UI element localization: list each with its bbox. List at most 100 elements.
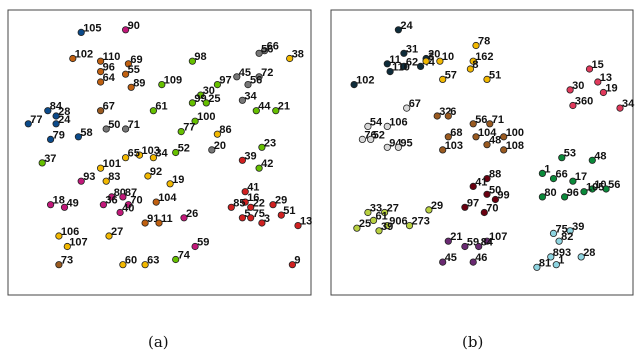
point-label-a-33: 20	[214, 140, 226, 152]
scatter-point-b-0	[394, 26, 402, 34]
point-label-b-51: 99	[497, 190, 509, 202]
point-label-b-65: 84	[481, 237, 494, 249]
point-label-b-20: 34	[622, 98, 635, 110]
scatter-point-a-33	[208, 146, 216, 154]
scatter-point-a-42	[166, 180, 174, 188]
point-label-b-67: 46	[475, 252, 487, 264]
point-label-a-4: 69	[130, 54, 142, 66]
point-label-a-6: 55	[128, 64, 140, 76]
scatter-point-a-75	[238, 214, 246, 222]
scatter-point-b-51	[491, 195, 499, 204]
point-label-b-16: 13	[600, 72, 612, 84]
point-label-b-48: 88	[489, 169, 501, 181]
scatter-point-a-49	[52, 112, 60, 120]
panel-b-points: 2431112062441101027831016285751151330193…	[350, 20, 635, 271]
point-label-b-6: 110	[392, 62, 410, 74]
point-label-a-42: 19	[172, 174, 184, 186]
scatter-point-a-31	[102, 125, 110, 133]
scatter-point-a-7	[97, 78, 105, 86]
caption-b: (b)	[462, 333, 484, 351]
scatter-point-b-24	[358, 135, 366, 143]
point-label-b-56: 29	[431, 200, 443, 212]
point-label-b-74: 1	[558, 255, 564, 267]
point-label-a-66: 26	[186, 208, 198, 220]
scatter-point-a-34	[286, 54, 294, 63]
scatter-point-a-45	[63, 242, 71, 251]
point-label-b-19: 360	[575, 96, 593, 108]
scatter-point-b-37	[500, 146, 508, 154]
scatter-point-a-6	[122, 70, 130, 78]
point-label-b-73: 81	[539, 257, 551, 269]
point-label-b-31: 71	[492, 114, 504, 126]
scatter-point-b-27	[394, 143, 402, 151]
scatter-point-b-15	[585, 65, 594, 73]
scatter-point-b-11	[469, 57, 477, 65]
point-label-a-52: 79	[53, 129, 65, 141]
point-label-b-59: 273	[412, 216, 430, 228]
point-label-b-60: 25	[359, 218, 371, 230]
point-label-a-25: 66	[267, 41, 279, 53]
scatter-point-a-67	[191, 242, 199, 251]
point-label-b-46: 96	[567, 187, 579, 199]
point-label-a-70: 41	[247, 182, 259, 194]
scatter-point-b-73	[533, 263, 541, 271]
scatter-point-b-9	[422, 57, 430, 65]
scatter-point-b-21	[403, 104, 411, 112]
point-label-b-49: 41	[475, 176, 487, 188]
point-label-b-1: 31	[406, 43, 418, 55]
scatter-point-b-52	[461, 203, 469, 211]
scatter-point-a-10	[188, 57, 196, 65]
point-label-b-40: 1	[544, 163, 550, 175]
scatter-point-a-50	[24, 120, 32, 128]
scatter-point-a-68	[55, 261, 63, 269]
scatter-point-a-44	[105, 232, 113, 240]
scatter-point-a-74	[269, 201, 277, 209]
point-label-a-77: 3	[264, 213, 270, 225]
point-label-a-50: 77	[30, 114, 42, 126]
panel-a-frame	[7, 9, 312, 296]
point-label-a-2: 102	[75, 49, 93, 61]
scatter-point-b-31	[486, 120, 494, 128]
scatter-point-a-35	[213, 130, 221, 138]
scatter-point-a-3	[97, 57, 105, 65]
scatter-point-a-70	[241, 188, 249, 196]
scatter-point-a-40	[102, 177, 110, 185]
point-label-a-48: 84	[50, 101, 63, 113]
scatter-point-b-50	[483, 190, 491, 198]
point-label-b-69: 75	[556, 223, 568, 235]
point-label-a-21: 23	[264, 137, 276, 149]
scatter-point-b-71	[547, 253, 555, 261]
point-label-b-54: 33	[370, 203, 382, 215]
point-label-a-69: 39	[244, 150, 256, 162]
scatter-point-b-59	[405, 222, 414, 230]
point-label-b-55: 27	[387, 203, 399, 215]
scatter-point-b-10	[436, 57, 444, 65]
point-label-a-53: 58	[80, 127, 92, 139]
scatter-point-b-54	[364, 208, 372, 217]
scatter-point-a-41	[144, 172, 152, 180]
scatter-point-a-73	[247, 203, 255, 211]
point-label-a-3: 110	[103, 51, 121, 63]
point-label-a-57: 87	[125, 187, 137, 199]
point-label-b-30: 56	[475, 114, 487, 126]
scatter-point-b-47	[580, 188, 588, 196]
scatter-point-a-14	[191, 117, 199, 125]
point-label-a-46: 60	[125, 255, 137, 267]
point-label-a-40: 83	[108, 171, 120, 183]
point-label-b-23: 106	[389, 116, 407, 128]
point-label-a-5: 96	[103, 62, 115, 74]
scatter-point-b-66	[439, 258, 447, 266]
point-label-b-41: 66	[556, 169, 568, 181]
point-label-b-32: 68	[450, 127, 462, 139]
scatter-point-b-30	[469, 120, 477, 128]
point-label-a-63: 104	[158, 192, 177, 204]
caption-a: (a)	[148, 333, 169, 351]
point-label-a-1: 90	[128, 20, 140, 32]
point-label-a-79: 13	[300, 216, 312, 228]
scatter-point-a-56	[108, 193, 116, 201]
point-label-a-20: 21	[278, 101, 290, 113]
scatter-point-b-55	[380, 208, 389, 217]
point-label-a-71: 16	[247, 192, 259, 204]
scatter-point-a-55	[77, 177, 85, 185]
